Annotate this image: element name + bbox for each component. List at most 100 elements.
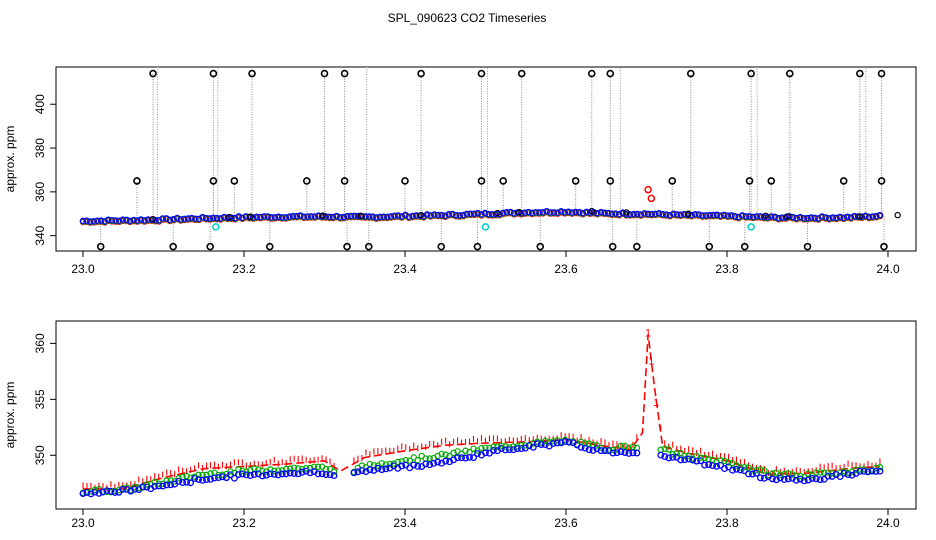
bottom-blue-point-133	[609, 449, 617, 457]
bottom-blue-point-76	[382, 465, 390, 473]
bottom-blue-point-99	[474, 450, 481, 457]
bottom-blue-point-68	[350, 469, 358, 477]
top-base-point-2-108	[470, 210, 478, 217]
top-base-point-2-15	[134, 217, 141, 224]
y-tick-label-1-1: 355	[33, 389, 47, 409]
top-base-point-2-37	[213, 214, 221, 222]
bottom-blue-point-50	[278, 470, 286, 478]
top-base-point-2-9	[112, 217, 119, 224]
bottom-blue-point-95	[458, 454, 466, 462]
top-base-point-2-168	[688, 211, 695, 219]
top-spike-point-2-0	[133, 177, 141, 185]
top-base-point-2-67	[322, 213, 329, 220]
bottom-green-point-47	[267, 466, 274, 473]
top-base-point-2-181	[735, 213, 742, 221]
bottom-green-point-187	[824, 469, 832, 476]
bottom-blue-point-137	[625, 449, 633, 457]
bottom-green-point-166	[741, 464, 748, 471]
top-spike-point-2-6	[477, 177, 486, 185]
bottom-blue-point-29	[195, 476, 203, 483]
top-base-point-2-68	[326, 213, 333, 221]
top-base-point-2-124	[528, 209, 536, 217]
top-spike-point-2-4	[340, 177, 349, 185]
top-base-point-2-71	[336, 214, 344, 221]
y-tick-label-0-1: 360	[33, 182, 47, 202]
top-base-point-2-42	[231, 214, 239, 222]
bottom-blue-point-113	[529, 443, 537, 451]
bottom-blue-point-37	[226, 471, 234, 479]
x-tick-label-1-3: 23.6	[554, 516, 578, 530]
top-base-point-2-157	[648, 210, 655, 218]
top-spike-point-1-8	[587, 69, 596, 78]
bottom-blue-point-43	[250, 471, 258, 478]
bottom-blue-point-89	[434, 458, 442, 466]
bottom-green-point-22	[167, 477, 174, 484]
top-base-point-2-165	[677, 211, 684, 219]
top-extra-point-4-0	[644, 185, 652, 194]
top-spike-point-2-5	[401, 177, 409, 185]
bottom-green-point-155	[697, 454, 704, 461]
top-base-point-2-52	[268, 214, 275, 221]
bottom-blue-point-197	[864, 468, 872, 476]
bottom-y-axis: 350 355 360	[33, 333, 56, 465]
bottom-green-point-24	[175, 475, 182, 482]
top-spike-point-3-6	[437, 242, 446, 251]
bottom-blue-point-182	[804, 476, 812, 484]
top-base-point-2-218	[869, 213, 876, 220]
chart-title: SPL_090623 CO2 Timeseries	[388, 11, 547, 25]
bottom-green-point-20	[159, 480, 166, 487]
top-base-point-2-185	[749, 213, 757, 221]
top-base-point-2-202	[811, 214, 818, 222]
bottom-blue-point-54	[294, 470, 302, 478]
top-base-point-2-220	[876, 211, 884, 219]
top-extra-point-4-1	[647, 194, 656, 203]
top-base-point-2-84	[384, 213, 391, 221]
bottom-green-point-59	[314, 463, 322, 471]
top-spike-point-3-1	[169, 242, 177, 251]
top-base-point-2-127	[539, 208, 547, 216]
bottom-green-point-16	[143, 481, 150, 488]
top-spike-point-3-7	[473, 242, 482, 251]
top-base-point-2-219	[873, 212, 880, 220]
top-base-point-2-3	[90, 217, 98, 225]
x-tick-label-1-4: 23.8	[715, 516, 739, 530]
top-base-point-2-184	[746, 213, 753, 220]
bottom-green-point-34	[215, 471, 222, 479]
bottom-blue-point-110	[517, 445, 525, 453]
bottom-green-point-111	[522, 442, 529, 449]
top-base-point-2-162	[666, 211, 674, 219]
bottom-green-point-91	[442, 451, 449, 458]
top-marks	[79, 67, 901, 251]
bottom-blue-point-134	[613, 449, 621, 457]
bottom-green-point-147	[665, 446, 672, 453]
top-base-point-2-110	[478, 211, 485, 218]
bottom-green-point-117	[546, 439, 553, 446]
top-base-point-2-112	[485, 210, 492, 218]
bottom-green-point-162	[725, 459, 732, 466]
top-base-point-2-55	[278, 214, 286, 221]
top-base-point-2-136	[572, 208, 579, 216]
bottom-green-point-152	[685, 452, 692, 459]
bottom-green-point-185	[816, 469, 824, 476]
bottom-blue-point-161	[721, 465, 728, 473]
top-base-point-2-8	[108, 216, 116, 224]
bottom-blue-point-72	[366, 466, 374, 474]
bottom-green-point-90	[438, 450, 445, 458]
top-base-point-2-133	[561, 209, 569, 216]
bottom-green-point-199	[872, 464, 880, 472]
bottom-green-point-82	[406, 457, 413, 464]
bottom-blue-point-4	[95, 489, 103, 497]
x-tick-label-0-1: 23.2	[232, 262, 256, 276]
bottom-green-point-31	[203, 471, 210, 479]
top-base-point-2-2	[86, 218, 94, 225]
bottom-blue-point-138	[629, 449, 637, 457]
top-spike-point-2-8	[571, 177, 580, 185]
top-base-point-2-106	[463, 210, 471, 218]
top-base-point-2-208	[833, 214, 840, 222]
top-base-point-2-48	[253, 213, 261, 220]
bottom-blue-point-156	[701, 461, 709, 469]
top-base-marker-7	[516, 209, 523, 216]
top-spike-point-3-9	[608, 242, 617, 251]
top-base-marker-12	[784, 213, 791, 220]
